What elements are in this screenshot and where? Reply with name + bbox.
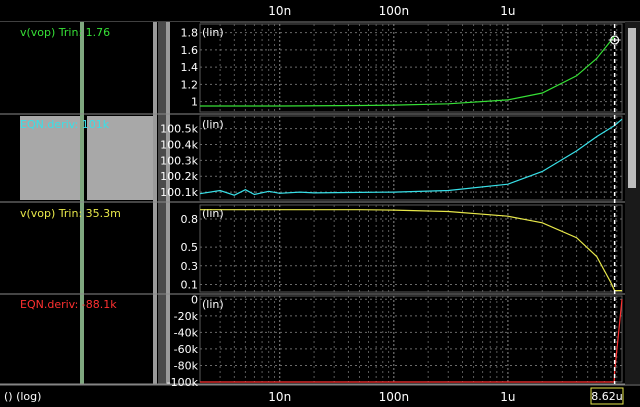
- scrollbar-right[interactable]: [166, 22, 170, 384]
- cursor-readout-box[interactable]: [590, 387, 624, 405]
- ytick-label-1-3: 100.2k: [160, 170, 198, 183]
- ytick-label-0-4: 1: [191, 96, 198, 109]
- top-tick-label-1: 100n: [379, 4, 410, 18]
- right-scroll-thumb[interactable]: [628, 28, 636, 188]
- ytick-label-3-3: -60k: [174, 343, 199, 356]
- selection-block-left: [20, 116, 80, 200]
- scale-label-1: (lin): [202, 118, 224, 131]
- scrollbar-left[interactable]: [153, 22, 157, 384]
- series-line-0: [200, 35, 616, 107]
- ytick-label-1-0: 100.5k: [160, 123, 198, 136]
- ytick-label-0-2: 1.4: [181, 61, 199, 74]
- scale-label-2: (lin): [202, 207, 224, 220]
- x-axis-label: () (log): [4, 390, 41, 403]
- ytick-label-0-1: 1.6: [181, 44, 199, 57]
- top-tick-label-2: 1u: [500, 4, 515, 18]
- bottom-tick-label-1: 100n: [379, 390, 410, 404]
- scale-label-0: (lin): [202, 26, 224, 39]
- label-column-split[interactable]: [80, 22, 84, 384]
- plot-area-2[interactable]: [199, 204, 623, 293]
- ytick-label-0-0: 1.8: [181, 27, 199, 40]
- plot-area-0[interactable]: [199, 23, 623, 113]
- series-label-0[interactable]: v(vop) Trin: 1.76: [20, 26, 110, 39]
- ytick-label-1-2: 100.3k: [160, 154, 198, 167]
- series-label-2[interactable]: v(vop) Trin: 35.3m: [20, 207, 121, 220]
- ytick-label-2-1: 0.5: [181, 241, 199, 254]
- ytick-label-3-0: 0: [191, 293, 198, 306]
- bottom-tick-label-2: 1u: [500, 390, 515, 404]
- series-line-1: [199, 118, 623, 196]
- series-label-3[interactable]: EQN.deriv: -88.1k: [20, 298, 117, 311]
- ytick-label-3-2: -40k: [174, 326, 199, 339]
- ytick-label-3-4: -80k: [174, 359, 199, 372]
- series-label-1[interactable]: EQN.deriv: 101k: [20, 118, 110, 131]
- scale-label-3: (lin): [202, 298, 224, 311]
- ytick-label-3-5: -100k: [167, 376, 199, 389]
- selection-block-right: [87, 116, 153, 200]
- series-line-2: [200, 209, 622, 292]
- ytick-label-3-1: -20k: [174, 310, 199, 323]
- ytick-label-0-3: 1.2: [181, 78, 199, 91]
- ytick-label-1-4: 100.1k: [160, 186, 198, 199]
- ytick-label-1-1: 100.4k: [160, 139, 198, 152]
- ytick-label-2-2: 0.3: [181, 260, 199, 273]
- ytick-label-2-0: 0.8: [181, 213, 199, 226]
- bottom-tick-label-0: 10n: [268, 390, 291, 404]
- top-tick-label-0: 10n: [268, 4, 291, 18]
- plot-area-3[interactable]: [199, 295, 623, 383]
- top-axis-strip: [0, 0, 640, 22]
- scrollbar-track[interactable]: [158, 22, 166, 384]
- cursor-readout: 8.62u: [591, 390, 622, 403]
- plot-area-1[interactable]: [199, 115, 623, 201]
- ytick-label-2-3: 0.1: [181, 279, 199, 292]
